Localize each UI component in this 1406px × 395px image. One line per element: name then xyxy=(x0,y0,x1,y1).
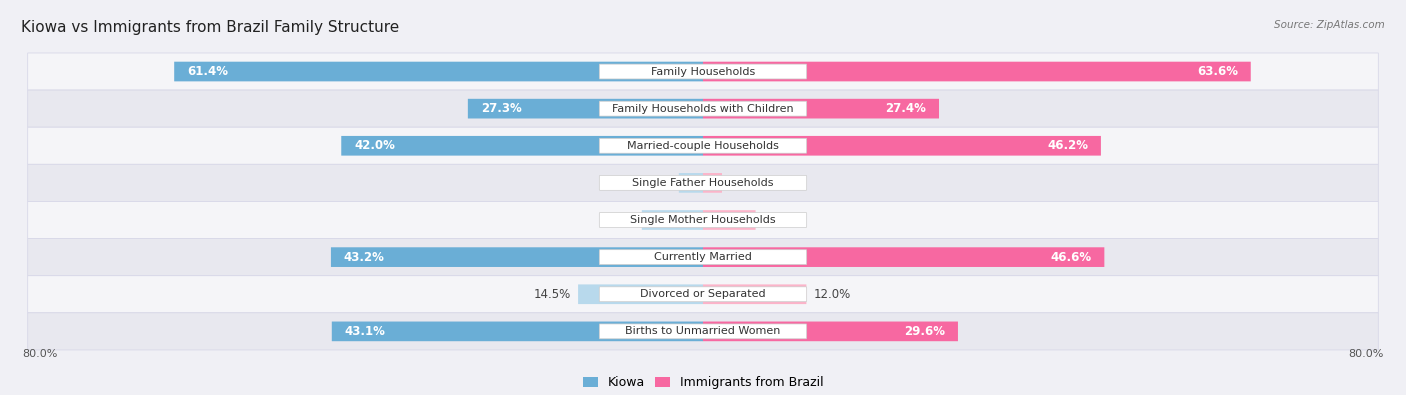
FancyBboxPatch shape xyxy=(703,173,723,193)
FancyBboxPatch shape xyxy=(703,136,1101,156)
Text: 42.0%: 42.0% xyxy=(354,139,395,152)
FancyBboxPatch shape xyxy=(599,250,807,265)
FancyBboxPatch shape xyxy=(703,62,1251,81)
FancyBboxPatch shape xyxy=(703,247,1104,267)
Text: 7.1%: 7.1% xyxy=(605,214,636,226)
FancyBboxPatch shape xyxy=(28,90,1378,127)
Text: 61.4%: 61.4% xyxy=(187,65,228,78)
Text: Family Households with Children: Family Households with Children xyxy=(612,103,794,114)
Text: Divorced or Separated: Divorced or Separated xyxy=(640,289,766,299)
FancyBboxPatch shape xyxy=(28,313,1378,350)
Text: Source: ZipAtlas.com: Source: ZipAtlas.com xyxy=(1274,20,1385,30)
FancyBboxPatch shape xyxy=(599,64,807,79)
Text: Births to Unmarried Women: Births to Unmarried Women xyxy=(626,326,780,337)
FancyBboxPatch shape xyxy=(28,276,1378,313)
FancyBboxPatch shape xyxy=(599,175,807,190)
Text: Kiowa vs Immigrants from Brazil Family Structure: Kiowa vs Immigrants from Brazil Family S… xyxy=(21,20,399,35)
FancyBboxPatch shape xyxy=(28,239,1378,276)
FancyBboxPatch shape xyxy=(342,136,703,156)
Text: 46.6%: 46.6% xyxy=(1050,251,1091,263)
FancyBboxPatch shape xyxy=(578,284,703,304)
FancyBboxPatch shape xyxy=(703,322,957,341)
FancyBboxPatch shape xyxy=(28,53,1378,90)
FancyBboxPatch shape xyxy=(28,201,1378,239)
FancyBboxPatch shape xyxy=(599,287,807,302)
FancyBboxPatch shape xyxy=(703,210,755,230)
Text: 43.2%: 43.2% xyxy=(344,251,385,263)
Text: 14.5%: 14.5% xyxy=(534,288,571,301)
Text: Single Father Households: Single Father Households xyxy=(633,178,773,188)
FancyBboxPatch shape xyxy=(330,247,703,267)
Text: 27.3%: 27.3% xyxy=(481,102,522,115)
FancyBboxPatch shape xyxy=(679,173,703,193)
Text: Currently Married: Currently Married xyxy=(654,252,752,262)
FancyBboxPatch shape xyxy=(599,324,807,339)
Text: 80.0%: 80.0% xyxy=(22,349,58,359)
FancyBboxPatch shape xyxy=(332,322,703,341)
FancyBboxPatch shape xyxy=(599,213,807,228)
FancyBboxPatch shape xyxy=(599,101,807,116)
FancyBboxPatch shape xyxy=(703,99,939,118)
Text: 6.1%: 6.1% xyxy=(762,214,793,226)
FancyBboxPatch shape xyxy=(599,138,807,153)
Text: Single Mother Households: Single Mother Households xyxy=(630,215,776,225)
Text: 63.6%: 63.6% xyxy=(1197,65,1237,78)
Text: 12.0%: 12.0% xyxy=(813,288,851,301)
Text: 43.1%: 43.1% xyxy=(344,325,385,338)
FancyBboxPatch shape xyxy=(468,99,703,118)
Text: 2.8%: 2.8% xyxy=(643,177,672,189)
Text: Family Households: Family Households xyxy=(651,66,755,77)
Text: 27.4%: 27.4% xyxy=(886,102,927,115)
Text: 2.2%: 2.2% xyxy=(728,177,759,189)
FancyBboxPatch shape xyxy=(703,284,807,304)
Text: 80.0%: 80.0% xyxy=(1348,349,1384,359)
Text: 46.2%: 46.2% xyxy=(1047,139,1088,152)
FancyBboxPatch shape xyxy=(28,164,1378,201)
FancyBboxPatch shape xyxy=(28,127,1378,164)
Text: Married-couple Households: Married-couple Households xyxy=(627,141,779,151)
Text: 29.6%: 29.6% xyxy=(904,325,945,338)
Legend: Kiowa, Immigrants from Brazil: Kiowa, Immigrants from Brazil xyxy=(582,376,824,389)
FancyBboxPatch shape xyxy=(641,210,703,230)
FancyBboxPatch shape xyxy=(174,62,703,81)
